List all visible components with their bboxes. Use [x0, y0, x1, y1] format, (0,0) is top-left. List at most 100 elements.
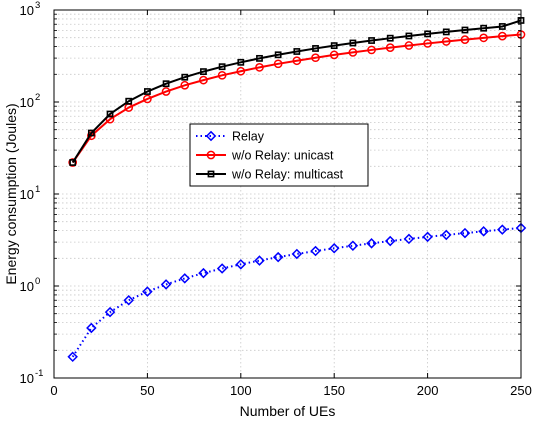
data-point [254, 255, 265, 266]
data-point [180, 80, 190, 90]
legend-item: w/o Relay: unicast [196, 149, 334, 163]
data-point [460, 35, 470, 45]
x-tick-label: 150 [323, 383, 345, 398]
data-point [348, 48, 358, 57]
data-point [160, 279, 172, 290]
series-line [71, 19, 522, 164]
data-point [273, 59, 283, 69]
legend-marker [207, 170, 215, 178]
legend-label: w/o Relay: unicast [231, 149, 334, 163]
x-tick-label: 100 [230, 383, 252, 398]
legend-label: w/o Relay: multicast [231, 168, 344, 182]
data-point [329, 50, 339, 60]
data-point [480, 24, 488, 32]
x-tick-label: 250 [510, 383, 532, 398]
data-point [385, 43, 395, 52]
data-point [386, 34, 394, 42]
legend-marker [206, 150, 216, 160]
data-point [125, 97, 133, 105]
data-point [293, 48, 301, 55]
data-point [441, 229, 452, 241]
data-point [328, 243, 340, 254]
data-point [404, 41, 414, 50]
data-point [199, 75, 208, 85]
data-point [441, 37, 451, 46]
data-point [200, 68, 207, 76]
data-point [347, 240, 359, 251]
data-point [272, 251, 284, 263]
data-point [255, 63, 264, 72]
legend-marker [205, 130, 217, 142]
series-line [71, 227, 522, 358]
data-point [330, 42, 338, 50]
data-point [423, 39, 432, 48]
data-point [368, 37, 375, 44]
y-tick-label-exponent: -1 [35, 368, 43, 379]
data-point [424, 30, 431, 38]
data-point [181, 73, 189, 81]
data-point [104, 306, 116, 318]
data-point [405, 32, 413, 40]
data-point [142, 286, 153, 297]
legend: Relay w/o Relay: unicast w/o Relay: multic… [189, 123, 369, 187]
series-2 [68, 30, 526, 167]
x-tick-label: 50 [140, 383, 154, 398]
y-tick-label-exponent: 1 [35, 184, 40, 195]
y-tick-label: 10 [20, 187, 34, 202]
y-tick-label: 10 [20, 371, 34, 386]
y-tick-label: 10 [20, 3, 34, 18]
series-line [71, 33, 522, 164]
data-point [86, 322, 97, 334]
data-point [67, 351, 78, 363]
data-point [497, 224, 508, 235]
data-point [143, 94, 152, 104]
legend-item: w/o Relay: multicast [196, 168, 344, 182]
data-point [217, 70, 227, 80]
data-point [291, 248, 303, 260]
data-point [442, 28, 450, 36]
data-point [179, 273, 191, 284]
y-tick-label-exponent: 3 [35, 0, 40, 11]
data-point [384, 235, 396, 247]
data-point [218, 63, 226, 71]
data-point [123, 294, 134, 306]
data-point [367, 45, 376, 55]
data-point [497, 31, 507, 41]
data-point [459, 227, 471, 239]
legend-item: Relay [196, 130, 265, 144]
data-point [349, 39, 357, 47]
data-point [87, 129, 95, 137]
data-point [237, 58, 245, 66]
data-point [366, 238, 377, 249]
data-point [422, 231, 433, 243]
data-point [498, 23, 506, 30]
data-point [310, 245, 321, 257]
data-point [274, 51, 282, 59]
y-tick-label-exponent: 0 [35, 276, 40, 287]
data-point [312, 45, 319, 52]
data-point [479, 33, 488, 43]
y-tick-label: 10 [20, 95, 34, 110]
data-point [311, 53, 320, 63]
series-3 [69, 17, 525, 166]
x-axis-label: Number of UEs [240, 403, 336, 419]
data-point [216, 263, 228, 274]
data-point [235, 259, 247, 270]
data-point [105, 114, 115, 124]
data-point [69, 159, 77, 166]
data-point [292, 56, 302, 66]
data-point [461, 26, 469, 34]
grid-lines [54, 10, 521, 378]
x-tick-label: 200 [417, 383, 439, 398]
data-point [478, 226, 489, 237]
data-point [236, 66, 246, 76]
data-point [256, 54, 263, 62]
legend-label: Relay [232, 130, 265, 144]
data-point [162, 80, 170, 88]
plot-area [67, 17, 527, 363]
y-axis-label: Energy consumption (Joules) [3, 103, 19, 284]
data-point [144, 88, 151, 95]
data-point [161, 87, 171, 96]
